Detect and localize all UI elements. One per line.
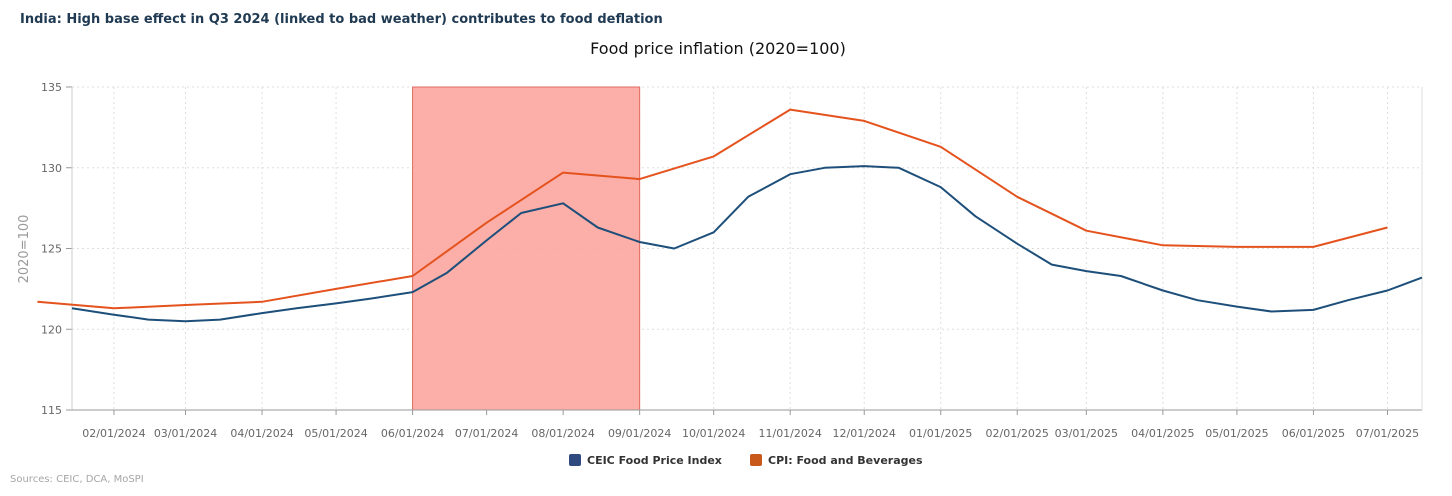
x-tick-label: 04/01/2024 xyxy=(230,427,293,440)
legend: CEIC Food Price Index CPI: Food and Beve… xyxy=(569,454,923,467)
x-tick-label: 06/01/2024 xyxy=(381,427,444,440)
page-heading: India: High base effect in Q3 2024 (link… xyxy=(20,12,663,27)
y-tick-label: 115 xyxy=(41,404,62,417)
x-tick-label: 12/01/2024 xyxy=(833,427,896,440)
x-tick-label: 03/01/2025 xyxy=(1055,427,1118,440)
x-tick-label: 07/01/2025 xyxy=(1356,427,1419,440)
x-tick-label: 01/01/2025 xyxy=(909,427,972,440)
series-lines xyxy=(37,108,1423,323)
legend-swatch-cpi-food-and-beverages xyxy=(750,454,762,466)
x-tick-label: 06/01/2025 xyxy=(1282,427,1345,440)
x-tick-label: 03/01/2024 xyxy=(154,427,217,440)
tick-labels: 115 120 125 130 135 02/01/2024 03/01/2024 04/01… xyxy=(41,81,1419,440)
highlight-band xyxy=(412,86,641,411)
legend-label-cpi-food-and-beverages: CPI: Food and Beverages xyxy=(768,454,923,467)
x-tick-label: 05/01/2024 xyxy=(304,427,367,440)
legend-swatch-ceic-food-price-index xyxy=(569,454,581,466)
x-tick-label: 07/01/2024 xyxy=(455,427,518,440)
x-tick-label: 02/01/2024 xyxy=(82,427,145,440)
y-tick-label: 120 xyxy=(41,323,62,336)
x-tick-label: 11/01/2024 xyxy=(758,427,821,440)
x-tick-label: 04/01/2025 xyxy=(1131,427,1194,440)
y-tick-label: 130 xyxy=(41,162,62,175)
series-line-ceic-food-price-index xyxy=(71,165,1423,323)
y-tick-label: 135 xyxy=(41,81,62,94)
chart-title: Food price inflation (2020=100) xyxy=(590,39,846,58)
series-line-cpi-food-and-beverages xyxy=(37,108,1388,310)
x-tick-label: 02/01/2025 xyxy=(986,427,1049,440)
axes xyxy=(66,86,1423,415)
x-tick-label: 05/01/2025 xyxy=(1205,427,1268,440)
legend-label-ceic-food-price-index: CEIC Food Price Index xyxy=(587,454,722,467)
y-axis-label: 2020=100 xyxy=(17,215,32,284)
x-tick-label: 09/01/2024 xyxy=(608,427,671,440)
x-tick-label: 08/01/2024 xyxy=(531,427,594,440)
y-tick-label: 125 xyxy=(41,243,62,256)
source-note: Sources: CEIC, DCA, MoSPI xyxy=(10,474,144,485)
x-tick-label: 10/01/2024 xyxy=(682,427,745,440)
